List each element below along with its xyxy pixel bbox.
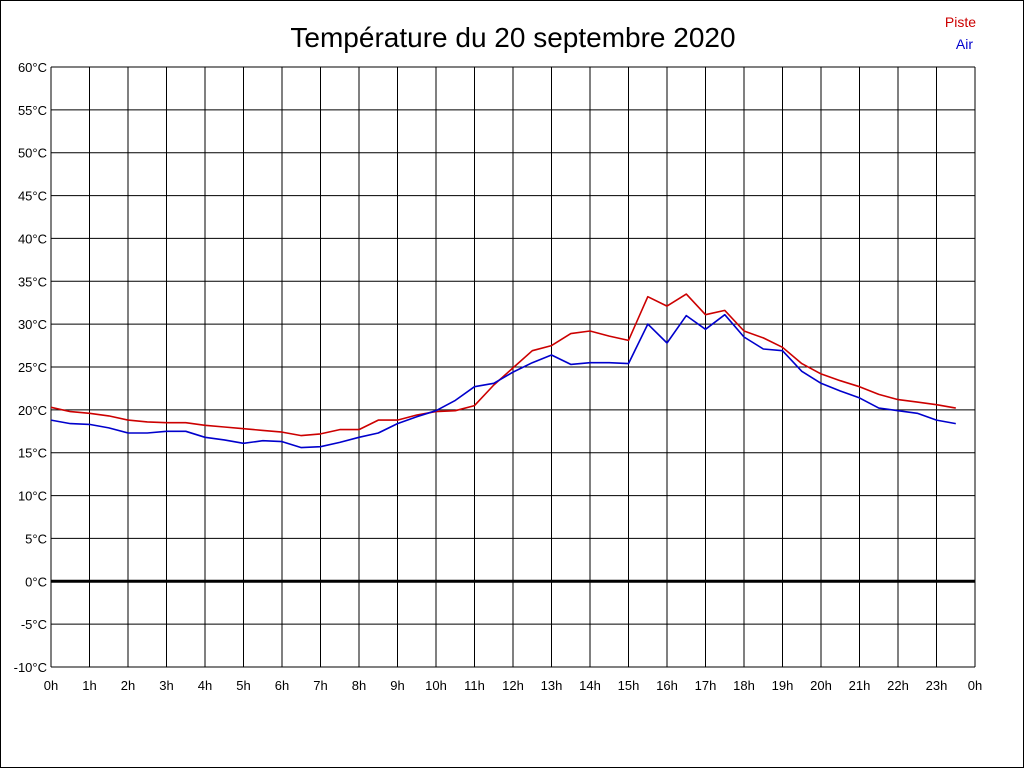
y-tick-label: 0°C bbox=[25, 574, 47, 589]
legend-air: Air bbox=[956, 36, 973, 52]
x-tick-label: 11h bbox=[464, 678, 485, 693]
y-tick-label: 10°C bbox=[18, 489, 47, 504]
y-tick-label: 45°C bbox=[18, 189, 47, 204]
x-tick-label: 8h bbox=[352, 678, 366, 693]
y-tick-label: 30°C bbox=[18, 317, 47, 332]
x-tick-label: 6h bbox=[275, 678, 289, 693]
x-tick-label: 4h bbox=[198, 678, 212, 693]
x-tick-label: 17h bbox=[695, 678, 717, 693]
y-tick-label: 35°C bbox=[18, 274, 47, 289]
x-tick-label: 10h bbox=[425, 678, 447, 693]
x-tick-label: 14h bbox=[579, 678, 601, 693]
y-tick-label: 50°C bbox=[18, 146, 47, 161]
x-tick-label: 20h bbox=[810, 678, 832, 693]
y-tick-labels: 60°C 55°C 50°C 45°C 40°C 35°C 30°C 25°C 20°C 15°C… bbox=[14, 60, 47, 675]
x-tick-label: 1h bbox=[82, 678, 96, 693]
y-tick-label: 60°C bbox=[18, 60, 47, 75]
x-tick-label: 3h bbox=[159, 678, 173, 693]
x-tick-labels: 0h 1h 2h 3h 4h 5h 6h 7h 8h 9h 10h 11h 12h 13h 14h 15h 16… bbox=[44, 678, 982, 693]
x-tick-label: 5h bbox=[236, 678, 250, 693]
y-tick-label: -5°C bbox=[21, 617, 47, 632]
x-tick-label: 2h bbox=[121, 678, 135, 693]
x-tick-label: 18h bbox=[733, 678, 755, 693]
legend-piste: Piste bbox=[945, 14, 976, 30]
y-tick-label: 40°C bbox=[18, 231, 47, 246]
series-line-air bbox=[50, 313, 956, 449]
x-tick-label: 9h bbox=[390, 678, 404, 693]
y-tick-label: 20°C bbox=[18, 403, 47, 418]
x-tick-label: 15h bbox=[618, 678, 640, 693]
series-line-piste bbox=[50, 293, 956, 437]
x-tick-label: 12h bbox=[502, 678, 524, 693]
y-tick-label: -10°C bbox=[14, 660, 47, 675]
x-tick-label: 13h bbox=[541, 678, 563, 693]
x-tick-label: 16h bbox=[656, 678, 678, 693]
chart-title: Température du 20 septembre 2020 bbox=[290, 22, 735, 53]
x-tick-label: 0h bbox=[968, 678, 982, 693]
y-tick-label: 15°C bbox=[18, 446, 47, 461]
x-tick-label: 21h bbox=[849, 678, 871, 693]
y-tick-label: 5°C bbox=[25, 531, 47, 546]
x-tick-label: 22h bbox=[887, 678, 909, 693]
x-tick-label: 0h bbox=[44, 678, 58, 693]
series-lines bbox=[50, 293, 956, 449]
y-tick-label: 25°C bbox=[18, 360, 47, 375]
x-tick-label: 7h bbox=[313, 678, 327, 693]
x-tick-label: 19h bbox=[772, 678, 794, 693]
y-tick-label: 55°C bbox=[18, 103, 47, 118]
x-tick-label: 23h bbox=[926, 678, 948, 693]
